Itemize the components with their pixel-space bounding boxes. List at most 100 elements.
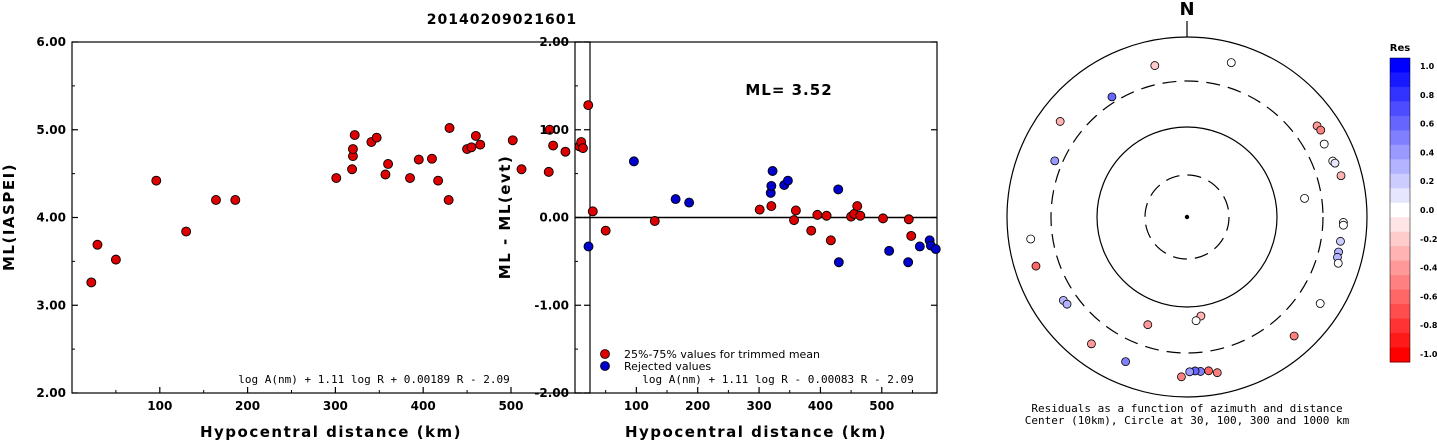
rejected-point bbox=[684, 197, 695, 208]
y-tick-label: 4.00 bbox=[36, 211, 66, 225]
y-tick-label: 2.00 bbox=[539, 35, 569, 49]
rejected-point bbox=[884, 245, 895, 256]
data-point bbox=[466, 142, 477, 153]
station-residual-marker bbox=[1191, 316, 1201, 326]
colorbar-cell bbox=[1390, 231, 1410, 247]
data-point bbox=[427, 153, 437, 164]
colorbar-cell bbox=[1390, 86, 1410, 102]
data-point bbox=[852, 201, 863, 212]
formula-1: log A(nm) + 1.11 log R + 0.00189 R - 2.0… bbox=[238, 373, 510, 386]
data-point bbox=[789, 215, 799, 226]
data-point bbox=[110, 254, 121, 265]
x-tick-label: 100 bbox=[624, 399, 649, 413]
colorbar-frame bbox=[1389, 57, 1411, 363]
colorbar-tick-label: 0.6 bbox=[1420, 120, 1435, 129]
x-axis-label-2: Hypocentral distance (km) bbox=[625, 423, 887, 441]
colorbar-tick-label: 1.0 bbox=[1420, 62, 1435, 71]
station-residual-marker bbox=[1177, 372, 1186, 382]
data-point bbox=[821, 210, 832, 221]
x-tick-label: 200 bbox=[685, 399, 710, 413]
station-residual-marker bbox=[1185, 367, 1195, 377]
y-tick-label: 2.00 bbox=[36, 386, 66, 400]
colorbar-tick-label: -1.0 bbox=[1420, 350, 1437, 359]
x-tick-label: 300 bbox=[323, 399, 348, 413]
data-point bbox=[413, 154, 424, 165]
colorbar-cell bbox=[1390, 115, 1410, 131]
data-point bbox=[587, 206, 598, 217]
colorbar-cell bbox=[1390, 173, 1410, 189]
data-point bbox=[347, 164, 358, 175]
x-tick-label: 500 bbox=[869, 399, 894, 413]
y-axis-label-2: ML - ML(evt) bbox=[496, 155, 514, 279]
station-residual-marker bbox=[1226, 58, 1236, 68]
colorbar-cell bbox=[1390, 246, 1410, 262]
x-tick-label: 300 bbox=[747, 399, 772, 413]
colorbar-tick-label: -0.6 bbox=[1420, 292, 1437, 301]
station-residual-marker bbox=[1150, 61, 1160, 70]
data-point bbox=[211, 194, 221, 205]
data-point bbox=[548, 140, 559, 151]
station-residual-marker bbox=[1212, 368, 1222, 378]
rejected-point bbox=[914, 241, 925, 252]
data-point bbox=[331, 173, 342, 183]
colorbar-cell bbox=[1390, 188, 1410, 204]
data-point bbox=[433, 175, 444, 186]
colorbar-tick-label: -0.2 bbox=[1420, 235, 1437, 244]
caption-line-2: Center (10km), Circle at 30, 100, 300 an… bbox=[1025, 414, 1350, 427]
station-residual-marker bbox=[1336, 236, 1345, 246]
y-tick-label: -2.00 bbox=[534, 386, 569, 400]
colorbar-cell bbox=[1390, 304, 1410, 320]
y-tick-label: 6.00 bbox=[36, 35, 66, 49]
epicenter-dot bbox=[1184, 214, 1190, 220]
data-point bbox=[790, 205, 801, 216]
data-point bbox=[560, 146, 571, 157]
data-point bbox=[371, 132, 382, 143]
colorbar-tick-label: -0.8 bbox=[1420, 321, 1437, 330]
data-point bbox=[92, 239, 103, 250]
data-point bbox=[766, 201, 777, 212]
colorbar: Res 1.0 0.8 0.6 0.4 0.2 0.0 -0.2 -0.4 -0.6 -0.8 -1… bbox=[1389, 43, 1437, 363]
station-residual-marker bbox=[1055, 117, 1065, 126]
ml-annotation: ML= 3.52 bbox=[745, 81, 832, 99]
legend-marker-rejected bbox=[600, 361, 610, 371]
station-residual-marker bbox=[1319, 139, 1329, 149]
data-point bbox=[543, 166, 554, 177]
data-point bbox=[444, 123, 455, 133]
circle-100km bbox=[1096, 126, 1278, 308]
station-residual-marker bbox=[1031, 261, 1041, 271]
station-residual-marker bbox=[1143, 320, 1153, 330]
data-point bbox=[516, 164, 527, 175]
station-residual-marker bbox=[1336, 171, 1346, 181]
rejected-point bbox=[583, 241, 594, 252]
data-point bbox=[878, 213, 888, 224]
rejected-point bbox=[903, 257, 914, 268]
station-residual-marker bbox=[1062, 299, 1072, 309]
x-tick-label: 200 bbox=[235, 399, 260, 413]
colorbar-tick-label: 0.8 bbox=[1420, 91, 1435, 100]
station-residual-marker bbox=[1204, 366, 1214, 376]
station-residual-marker bbox=[1289, 331, 1299, 341]
x-tick-label: 100 bbox=[147, 399, 172, 413]
data-point bbox=[181, 226, 192, 237]
data-point bbox=[825, 235, 836, 246]
station-residual-marker bbox=[1333, 258, 1343, 268]
y-axis-label-1: ML(IASPEI) bbox=[0, 163, 18, 271]
colorbar-tick-label: -0.4 bbox=[1420, 264, 1437, 273]
station-residual-marker bbox=[1087, 339, 1096, 349]
colorbar-cell bbox=[1390, 130, 1410, 146]
colorbar-cell bbox=[1390, 217, 1410, 233]
rejected-point bbox=[930, 244, 941, 255]
data-point bbox=[649, 216, 660, 226]
data-point bbox=[600, 225, 611, 236]
y-tick-label: 0.00 bbox=[539, 211, 569, 225]
data-point bbox=[906, 230, 917, 241]
colorbar-title: Res bbox=[1390, 43, 1410, 54]
colorbar-cell bbox=[1390, 58, 1410, 73]
colorbar-tick-label: 0.4 bbox=[1420, 148, 1435, 157]
circle-300km bbox=[1050, 80, 1324, 354]
data-point bbox=[475, 139, 486, 150]
y-tick-label: -1.00 bbox=[534, 298, 569, 312]
data-point bbox=[470, 130, 481, 141]
station-residual-marker bbox=[1050, 156, 1060, 166]
